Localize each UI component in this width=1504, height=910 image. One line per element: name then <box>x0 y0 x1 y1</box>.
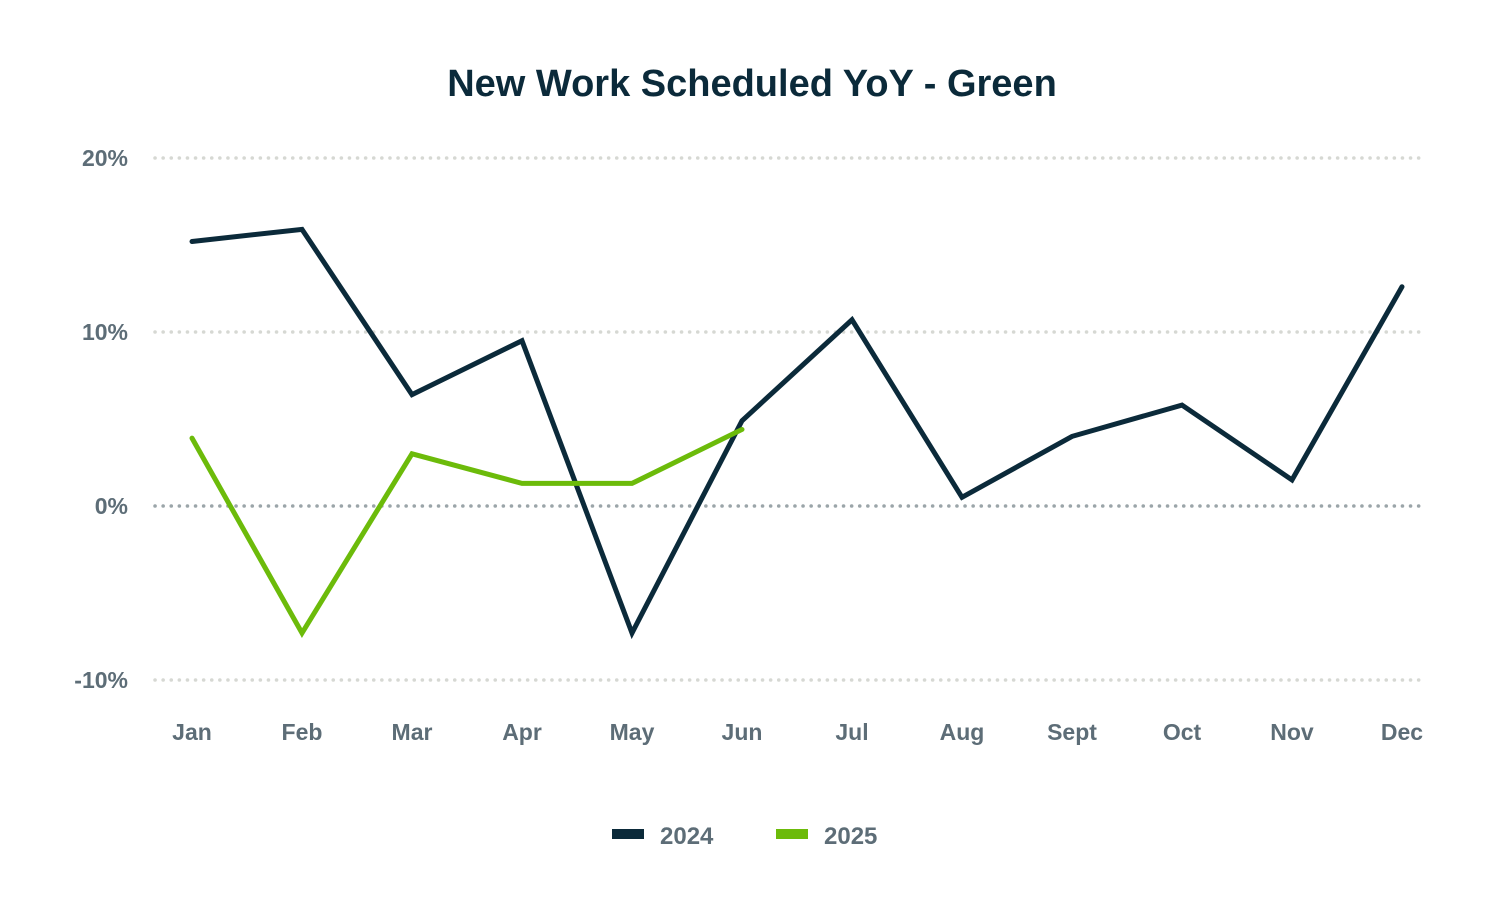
chart-title: New Work Scheduled YoY - Green <box>447 63 1057 105</box>
series-line-2025 <box>189 426 745 638</box>
x-tick-label: Mar <box>392 719 433 745</box>
x-tick-label: Sept <box>1047 719 1097 745</box>
x-tick-label: Jan <box>172 719 212 745</box>
x-tick-label: Apr <box>502 719 542 745</box>
legend-swatch-2024 <box>612 829 644 839</box>
y-tick-label: 20% <box>82 145 128 171</box>
x-tick-label: May <box>610 719 655 745</box>
x-tick-label: Nov <box>1270 719 1314 745</box>
x-tick-label: Feb <box>282 719 323 745</box>
x-tick-label: Dec <box>1381 719 1423 745</box>
y-tick-label: 10% <box>82 319 128 345</box>
legend-swatch-2025 <box>776 829 808 839</box>
y-tick-label: -10% <box>74 667 128 693</box>
y-tick-label: 0% <box>95 493 128 519</box>
x-tick-label: Jul <box>835 719 868 745</box>
legend-label: 2024 <box>660 823 714 850</box>
legend-label: 2025 <box>824 823 877 850</box>
x-tick-label: Aug <box>940 719 985 745</box>
x-tick-label: Jun <box>722 719 763 745</box>
x-tick-label: Oct <box>1163 719 1202 745</box>
series-line-2024 <box>189 226 1405 640</box>
